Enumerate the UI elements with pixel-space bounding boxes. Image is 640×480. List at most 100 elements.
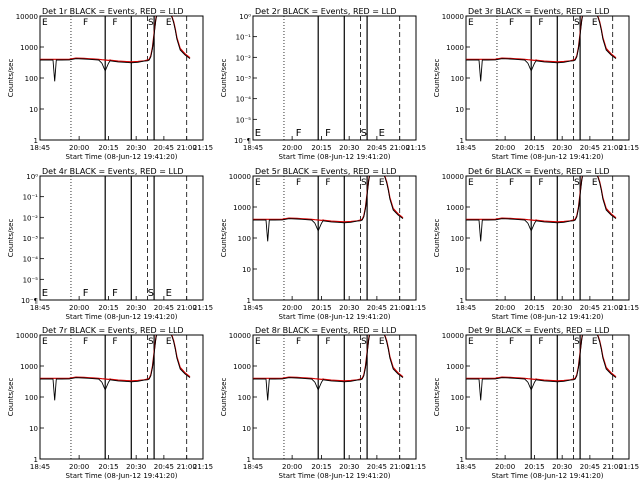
x-tick-label: 21:00 [603,144,623,152]
x-tick-label: 18:45 [30,304,50,312]
segment-marker: F [112,288,118,299]
y-tick-label: 10⁻⁵ [23,276,39,284]
panel-title: Det 5r BLACK = Events, RED = LLD [255,167,397,176]
x-tick-label: 21:15 [193,463,213,471]
segment-marker: F [509,178,514,188]
y-tick-label: 100 [25,394,38,402]
x-tick-label: 21:15 [193,304,213,312]
y-tick-label: 10⁻⁴ [236,96,252,104]
x-tick-label: 21:00 [177,304,197,312]
segment-marker: S [361,178,367,188]
segment-marker: S [574,337,580,347]
x-tick-label: 21:15 [193,144,213,152]
x-tick-label: 20:45 [580,304,600,312]
x-tick-label: 21:15 [406,144,426,152]
segment-marker: F [83,18,88,28]
segment-marker: E [42,18,48,28]
x-tick-label: 20:45 [154,144,174,152]
x-tick-label: 20:45 [367,463,387,471]
x-axis-label: Start Time (08-Jun-12 19:41:20) [279,472,391,480]
panel-3: Det 3r BLACK = Events, RED = LLD 1 10 100 10… [433,7,639,161]
x-axis-label: Start Time (08-Jun-12 19:41:20) [66,472,178,480]
x-tick-label: 20:45 [580,144,600,152]
y-tick-label: 10⁻¶ [21,297,38,305]
panel-6: Det 6r BLACK = Events, RED = LLD 1 10 100 10… [433,167,639,321]
x-tick-label: 18:45 [30,144,50,152]
events-series-line [40,335,191,401]
panel-title: Det 2r BLACK = Events, RED = LLD [255,7,397,16]
x-tick-label: 18:45 [456,144,476,152]
x-tick-label: 20:15 [98,144,118,152]
y-tick-label: 1 [34,456,38,464]
y-tick-label: 10000 [229,173,251,181]
x-tick-label: 21:00 [603,304,623,312]
x-axis-label: Start Time (08-Jun-12 19:41:20) [279,153,391,161]
events-series-line [466,335,617,401]
y-tick-label: 1000 [446,204,464,212]
segment-marker: E [255,337,261,347]
y-tick-label: 1 [247,297,251,305]
y-axis-label: Counts/sec [220,219,228,258]
plot-frame [39,15,204,141]
x-tick-label: 18:45 [243,304,263,312]
plot-frame [252,175,417,301]
segment-marker: F [325,128,331,139]
segment-marker: S [148,288,154,299]
y-axis-label: Counts/sec [7,59,15,98]
y-tick-label: 10 [29,425,38,433]
panel-7: Det 7r BLACK = Events, RED = LLD 1 10 100 10… [7,326,213,480]
y-tick-label: 10000 [229,332,251,340]
y-tick-label: 10 [242,266,251,274]
panel-title: Det 4r BLACK = Events, RED = LLD [42,167,184,176]
y-tick-label: 10000 [16,332,38,340]
panel-4: Det 4r BLACK = Events, RED = LLD 10⁻¶ 10⁻⁵… [7,167,213,321]
x-tick-label: 20:15 [524,463,544,471]
plot-frame [465,15,630,141]
events-series-line [253,335,404,401]
segment-marker: S [574,18,580,28]
y-tick-label: 10 [455,266,464,274]
panel-9: Det 9r BLACK = Events, RED = LLD 1 10 100 10… [433,326,639,480]
segment-marker: E [255,178,261,188]
x-tick-label: 21:00 [177,463,197,471]
x-tick-label: 20:00 [495,144,515,152]
y-tick-label: 10 [455,106,464,114]
y-tick-label: 1 [460,456,464,464]
y-tick-label: 10 [455,425,464,433]
segment-marker: E [42,337,48,347]
segment-marker: S [361,337,367,347]
y-tick-label: 1 [460,137,464,145]
segment-marker: E [468,337,474,347]
x-tick-label: 20:30 [126,144,146,152]
x-tick-label: 21:00 [390,304,410,312]
x-tick-label: 18:45 [456,304,476,312]
x-tick-label: 21:15 [619,304,639,312]
y-axis-label: Counts/sec [220,59,228,98]
x-tick-label: 20:15 [98,463,118,471]
y-tick-label: 10⁻¶ [234,137,251,145]
segment-marker: E [379,128,385,139]
x-tick-label: 18:45 [456,463,476,471]
x-tick-label: 20:45 [367,304,387,312]
y-tick-label: 10⁻³ [23,235,39,243]
plot-frame [252,15,417,141]
x-tick-label: 21:15 [619,463,639,471]
x-tick-label: 21:15 [619,144,639,152]
segment-marker: E [592,337,598,347]
y-tick-label: 10⁻³ [236,75,252,83]
x-axis-label: Start Time (08-Jun-12 19:41:20) [66,153,178,161]
x-tick-label: 20:30 [552,144,572,152]
segment-marker: F [509,337,514,347]
x-axis-label: Start Time (08-Jun-12 19:41:20) [492,153,604,161]
panels: Det 1r BLACK = Events, RED = LLD 1 10 100 10… [7,7,639,480]
y-tick-label: 10⁰ [239,13,251,21]
x-tick-label: 21:00 [603,463,623,471]
segment-marker: E [255,128,261,139]
y-tick-label: 10000 [16,13,38,21]
events-series-line [253,176,404,242]
y-tick-label: 1000 [233,363,251,371]
y-tick-label: 10⁻² [23,214,39,222]
y-tick-label: 100 [238,235,251,243]
x-tick-label: 20:00 [282,463,302,471]
panel-title: Det 6r BLACK = Events, RED = LLD [468,167,610,176]
